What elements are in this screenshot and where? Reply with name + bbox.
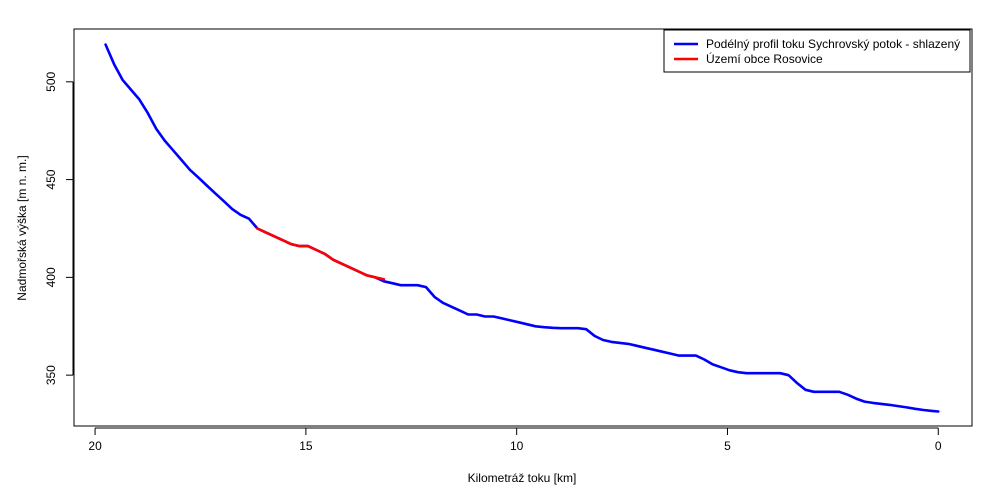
legend-box: [663, 29, 971, 73]
y-tick-label: 450: [44, 169, 58, 189]
legend: Podélný profil toku Sychrovský potok - s…: [663, 29, 971, 73]
series-line-profile: [104, 43, 940, 413]
x-axis: 20 15 10 5 0: [88, 427, 942, 453]
y-axis: 350 400 450 500: [44, 71, 74, 385]
series-layer: [104, 43, 940, 413]
legend-label-profile: Podélný profil toku Sychrovský potok - s…: [706, 37, 960, 51]
x-tick-label: 10: [510, 439, 524, 453]
series-line-rosovice: [256, 227, 386, 281]
plot-frame: [73, 28, 973, 427]
x-axis-title: Kilometráž toku [km]: [468, 471, 577, 485]
x-tick-label: 15: [299, 439, 313, 453]
y-tick-label: 350: [44, 365, 58, 385]
y-tick-label: 400: [44, 267, 58, 287]
x-tick-label: 20: [88, 439, 102, 453]
legend-label-rosovice: Území obce Rosovice: [706, 51, 823, 66]
y-axis-title: Nadmořská výška [m n. m.]: [15, 155, 29, 300]
x-tick-label: 5: [724, 439, 731, 453]
y-tick-label: 500: [44, 71, 58, 91]
x-tick-label: 0: [935, 439, 942, 453]
